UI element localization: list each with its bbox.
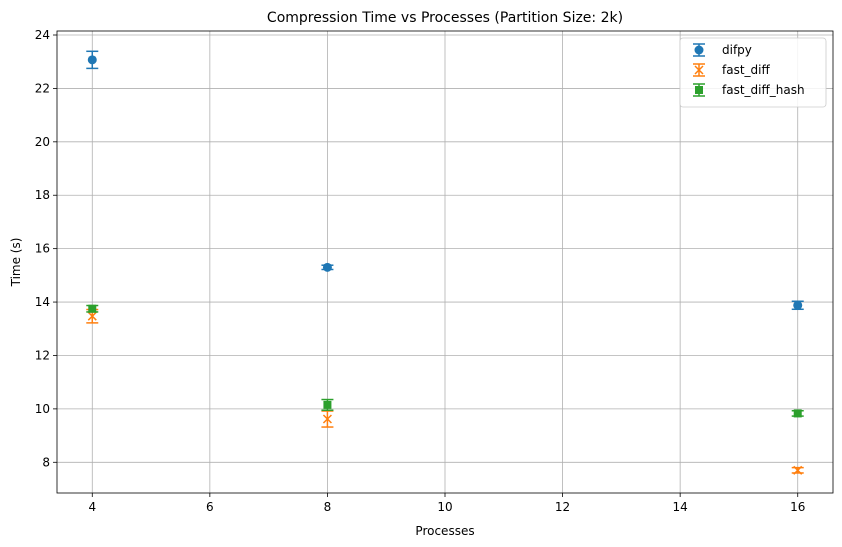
- legend-label: difpy: [722, 43, 752, 57]
- legend-marker: [694, 65, 704, 75]
- data-point: [793, 465, 803, 475]
- legend: difpy fast_diff fast_diff_hash: [679, 37, 827, 108]
- marker-x-stroke: [694, 65, 704, 75]
- grid: [57, 31, 833, 493]
- data-point: [87, 311, 97, 321]
- plot-series: [86, 50, 804, 475]
- legend-marker: [694, 45, 704, 55]
- y-tick-label: 18: [35, 188, 50, 202]
- x-axis-label: Processes: [415, 524, 474, 538]
- y-tick-label: 10: [35, 402, 50, 416]
- legend-frame: [679, 37, 827, 108]
- data-point: [87, 55, 97, 65]
- x-tick-label: 16: [790, 500, 805, 514]
- series-fast-diff: [86, 308, 804, 475]
- data-point: [793, 300, 803, 310]
- x-tick-label: 8: [324, 500, 332, 514]
- legend-label: fast_diff_hash: [722, 83, 805, 97]
- y-tick-label: 14: [35, 295, 50, 309]
- y-axis-label: Time (s): [9, 238, 23, 288]
- y-tick-label: 22: [35, 81, 50, 95]
- x-tick-label: 12: [555, 500, 570, 514]
- y-tick-label: 12: [35, 348, 50, 362]
- marker-x-stroke: [793, 465, 803, 475]
- data-point: [322, 414, 332, 424]
- legend-entry: fast_diff_hash: [693, 83, 805, 97]
- series-fast-diff-hash: [86, 304, 804, 418]
- y-tick-label: 16: [35, 242, 50, 256]
- legend-label: fast_diff: [722, 63, 770, 77]
- x-tick-label: 6: [206, 500, 214, 514]
- x-tick-label: 4: [88, 500, 96, 514]
- marker-x-stroke: [87, 311, 97, 321]
- series-difpy: [86, 50, 804, 311]
- data-point: [323, 400, 332, 409]
- x-tick-label: 10: [437, 500, 452, 514]
- y-tick-label: 20: [35, 135, 50, 149]
- x-tick-label: 14: [673, 500, 688, 514]
- chart-title: Compression Time vs Processes (Partition…: [267, 10, 623, 26]
- axis-ticks: 4 6 8 10 12 14 16 8 10 12 14 16 18 20 22 24: [35, 28, 806, 514]
- data-point: [88, 304, 97, 313]
- data-point: [793, 409, 802, 418]
- y-tick-label: 8: [42, 455, 50, 469]
- plot-area-frame: [56, 30, 834, 494]
- y-tick-label: 24: [35, 28, 50, 42]
- legend-entry: difpy: [693, 43, 752, 57]
- marker-x-stroke: [322, 414, 332, 424]
- legend-marker: [695, 86, 703, 94]
- data-point: [322, 262, 332, 272]
- legend-entry: fast_diff: [693, 63, 770, 77]
